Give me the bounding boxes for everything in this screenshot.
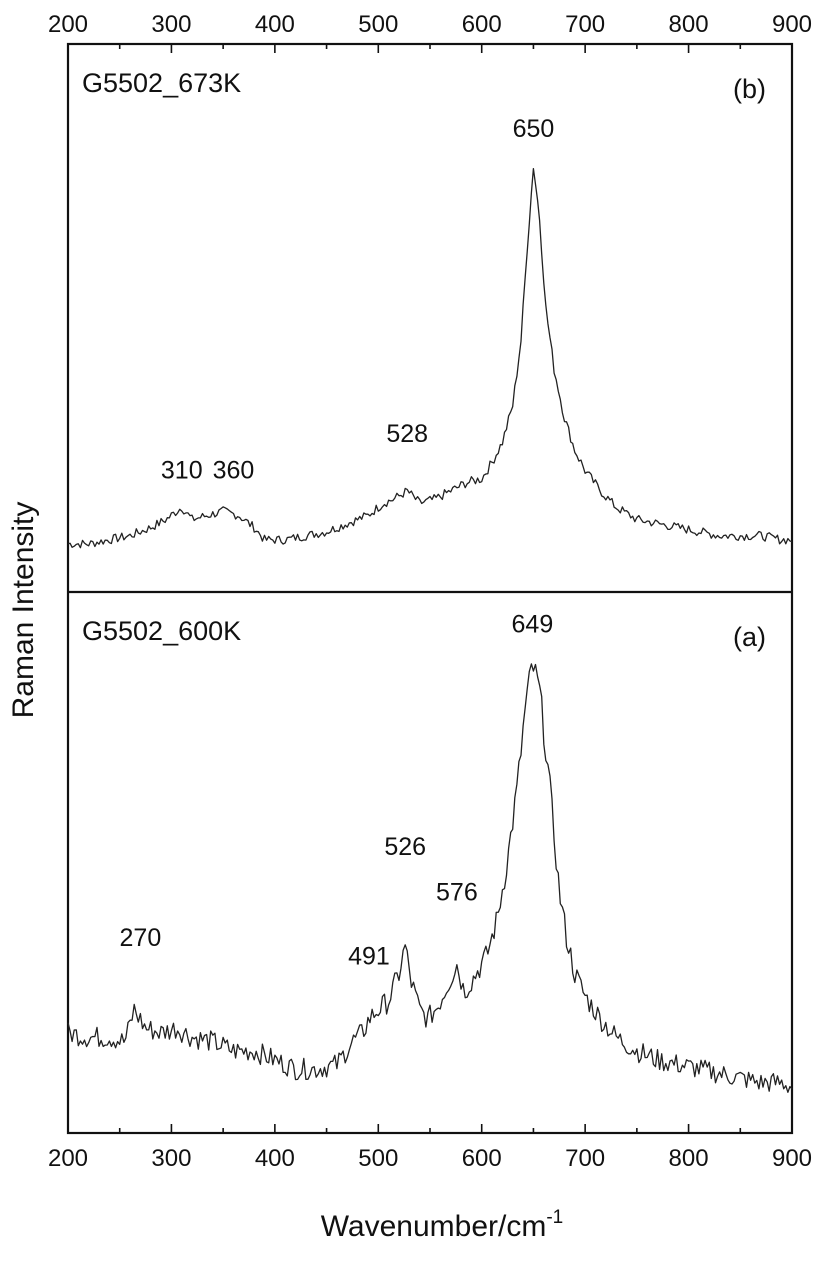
peak-label-649: 649: [512, 610, 554, 638]
x-tick-label-bottom: 900: [772, 1145, 812, 1172]
peak-label-528: 528: [386, 420, 428, 448]
panel-b: G5502_673K (b) 310 360 528 650: [67, 68, 793, 549]
peak-label-360: 360: [213, 457, 255, 485]
x-tick-label-top: 900: [772, 11, 812, 38]
x-axis-title-superscript: -1: [546, 1207, 563, 1228]
panel-a: G5502_600K (a) 270 491 526 576 649: [67, 610, 793, 1093]
y-axis-title: Raman Intensity: [7, 502, 40, 719]
panel-a-label: (a): [733, 622, 766, 652]
x-tick-label-bottom: 200: [48, 1145, 88, 1172]
x-tick-label-top: 500: [358, 11, 398, 38]
x-tick-label-bottom: 800: [669, 1145, 709, 1172]
x-tick-label-top: 300: [151, 11, 191, 38]
panel-b-sample-name: G5502_673K: [82, 68, 241, 98]
peak-label-576: 576: [436, 879, 478, 907]
x-tick-label-bottom: 600: [462, 1145, 502, 1172]
peak-label-310: 310: [161, 457, 203, 485]
panel-a-sample-name: G5502_600K: [82, 616, 241, 646]
x-axis-title: Wavenumber/cm-1: [321, 1207, 564, 1243]
peak-label-491: 491: [348, 942, 390, 970]
x-tick-label-bottom: 700: [565, 1145, 605, 1172]
axes-box: [66, 42, 794, 1135]
x-tick-label-top: 400: [255, 11, 295, 38]
spectrum-line-b: [67, 167, 793, 549]
x-tick-label-top: 700: [565, 11, 605, 38]
peak-label-270: 270: [120, 924, 162, 952]
panel-b-label: (b): [733, 74, 766, 104]
peak-label-650: 650: [513, 115, 555, 143]
spectrum-line-a: [67, 663, 793, 1093]
peak-label-526: 526: [384, 833, 426, 861]
x-tick-label-bottom: 500: [358, 1145, 398, 1172]
x-axis-title-text: Wavenumber/cm: [321, 1210, 547, 1243]
spectra-panels: G5502_673K (b) 310 360 528 650 G5502_600K (a) 27…: [67, 68, 793, 1093]
plot-frame: [66, 42, 794, 1135]
x-tick-label-bottom: 300: [151, 1145, 191, 1172]
x-tick-label-top: 600: [462, 11, 502, 38]
x-tick-label-top: 200: [48, 11, 88, 38]
x-axis-ticks: 200 200 300 300 400 400 500 500 600 600 700 700 800 8…: [48, 11, 812, 1172]
x-tick-label-bottom: 400: [255, 1145, 295, 1172]
x-tick-label-top: 800: [669, 11, 709, 38]
